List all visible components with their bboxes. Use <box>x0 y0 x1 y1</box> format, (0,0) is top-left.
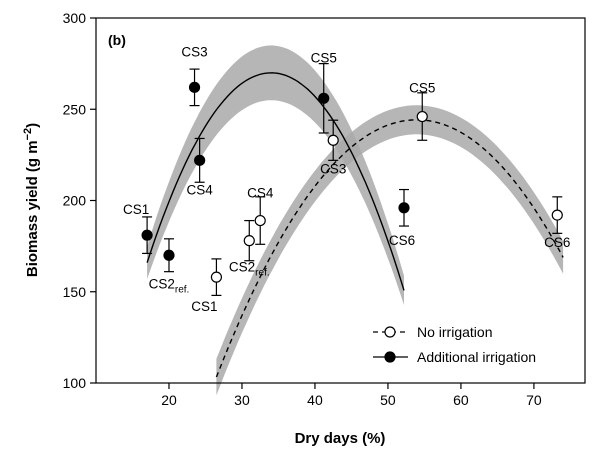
point-label: CS1 <box>123 202 149 217</box>
data-point-no-irrigation <box>210 271 223 283</box>
legend-label-additional-irrigation: Additional irrigation <box>417 349 536 365</box>
confidence-bands <box>147 45 564 396</box>
x-tick-label: 60 <box>453 392 469 408</box>
y-tick-label: 250 <box>63 101 87 117</box>
x-tick-label: 50 <box>380 392 396 408</box>
data-point-additional-irrigation <box>163 249 175 261</box>
data-point-no-irrigation <box>327 134 339 146</box>
legend-label-no-irrigation: No irrigation <box>417 324 492 340</box>
data-point-additional-irrigation <box>194 154 206 166</box>
point-label: CS4 <box>187 182 214 197</box>
legend-item-no-irrigation: No irrigation <box>373 324 492 340</box>
error-bars <box>142 63 563 296</box>
point-label: CS2ref. <box>229 260 270 279</box>
y-tick-label: 150 <box>63 284 87 300</box>
point-label: CS4 <box>247 186 274 201</box>
point-label: CS6 <box>389 233 415 248</box>
point-label: CS3 <box>181 44 207 59</box>
x-tick-label: 20 <box>161 392 177 408</box>
legend-filled-circle-marker <box>384 351 396 363</box>
data-point-additional-irrigation <box>188 81 201 93</box>
point-label: CS1 <box>191 299 217 314</box>
fit-curve-no-irrigation <box>215 119 564 378</box>
data-point-no-irrigation <box>254 214 266 227</box>
data-points <box>141 81 563 283</box>
x-axis-ticks: 20 30 40 50 60 70 <box>161 383 542 408</box>
point-label: CS6 <box>544 235 570 250</box>
y-axis-title: Biomass yield (g m−2) <box>22 123 41 277</box>
y-tick-label: 300 <box>63 10 87 26</box>
fit-curves <box>146 72 564 378</box>
x-tick-label: 40 <box>307 392 323 408</box>
x-tick-label: 70 <box>526 392 542 408</box>
y-axis-ticks: 100 150 200 250 300 <box>63 10 96 391</box>
data-point-additional-irrigation <box>141 229 153 241</box>
point-labels: CS1CS2ref.CS4CS3CS5CS6CS1CS2ref.CS3CS4CS… <box>123 44 570 314</box>
data-point-additional-irrigation <box>398 202 410 214</box>
point-label: CS5 <box>311 50 337 65</box>
legend-open-circle-marker <box>384 326 396 338</box>
data-point-no-irrigation <box>551 209 563 221</box>
point-label: CS2ref. <box>149 276 190 295</box>
point-label: CS5 <box>409 81 435 96</box>
data-point-additional-irrigation <box>318 92 330 104</box>
legend-item-additional-irrigation: Additional irrigation <box>373 349 536 365</box>
x-axis-title: Dry days (%) <box>295 430 386 447</box>
fit-curve-additional-irrigation <box>146 72 405 291</box>
y-tick-label: 200 <box>63 193 87 209</box>
panel-label: (b) <box>108 32 126 48</box>
legend: No irrigation Additional irrigation <box>373 324 536 365</box>
y-tick-label: 100 <box>63 375 87 391</box>
point-label: CS3 <box>320 161 346 176</box>
x-tick-label: 30 <box>234 392 250 408</box>
data-point-no-irrigation <box>416 110 428 123</box>
data-point-no-irrigation <box>243 235 255 247</box>
confidence-band-additional-irrigation <box>147 45 404 306</box>
